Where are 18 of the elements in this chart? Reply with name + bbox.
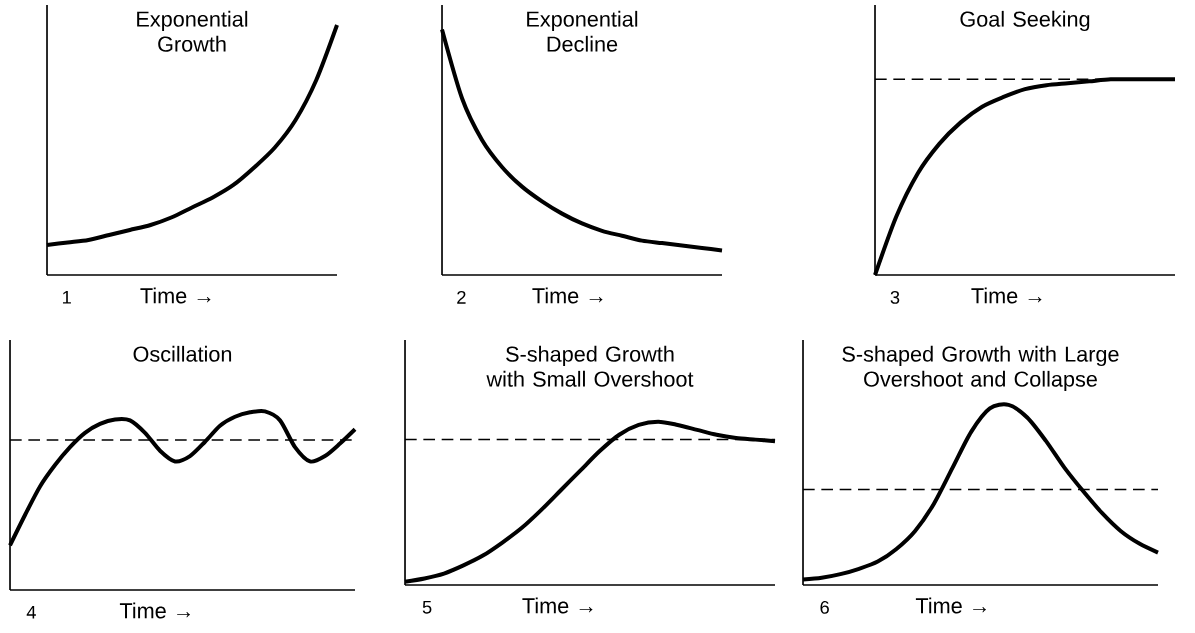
chart-title: S-shaped Growth with Small Overshoot (486, 345, 694, 387)
chart-title: Oscillation (133, 345, 232, 362)
text: 2 (457, 290, 466, 304)
chart-title: S-shaped Growth with Large Overshoot and Collapse (842, 345, 1119, 392)
x-axis-title: Time → (971, 287, 1042, 304)
text: 1 (62, 290, 71, 304)
x-axis-title: Time → (522, 597, 593, 614)
text: 6 (820, 600, 829, 614)
chart-title: Exponential Decline (527, 10, 638, 52)
x-axis-title: Time → (119, 602, 190, 619)
text: 4 (26, 605, 36, 619)
x-axis-title: Time → (140, 287, 211, 304)
chart-title: Goal Seeking (960, 10, 1090, 32)
chart-title: Exponential Growth (137, 10, 248, 52)
text: 3 (890, 290, 900, 304)
text: 5 (422, 600, 432, 614)
x-axis-title: Time → (915, 597, 986, 614)
x-axis-title: Time → (532, 287, 603, 304)
